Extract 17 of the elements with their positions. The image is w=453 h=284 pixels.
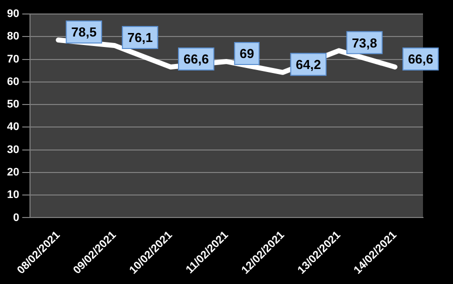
y-tick-label: 30 — [6, 144, 20, 156]
data-label: 69 — [240, 46, 254, 62]
y-tick-label: 60 — [6, 76, 20, 88]
y-tick-label: 10 — [6, 189, 20, 202]
y-tick-label: 80 — [6, 30, 20, 43]
y-tick-label: 90 — [6, 8, 20, 20]
y-tick-label: 0 — [13, 212, 20, 224]
y-tick-label: 50 — [6, 98, 20, 111]
data-label: 66,6 — [408, 52, 434, 67]
data-label: 64,2 — [296, 56, 322, 72]
y-tick-label: 20 — [6, 166, 20, 178]
data-label: 73,8 — [352, 35, 378, 50]
data-label: 78,5 — [71, 24, 97, 40]
data-label: 76,1 — [127, 30, 153, 46]
y-tick-label: 40 — [6, 121, 20, 134]
y-tick-label: 70 — [6, 53, 20, 66]
data-label: 66,6 — [184, 52, 209, 67]
